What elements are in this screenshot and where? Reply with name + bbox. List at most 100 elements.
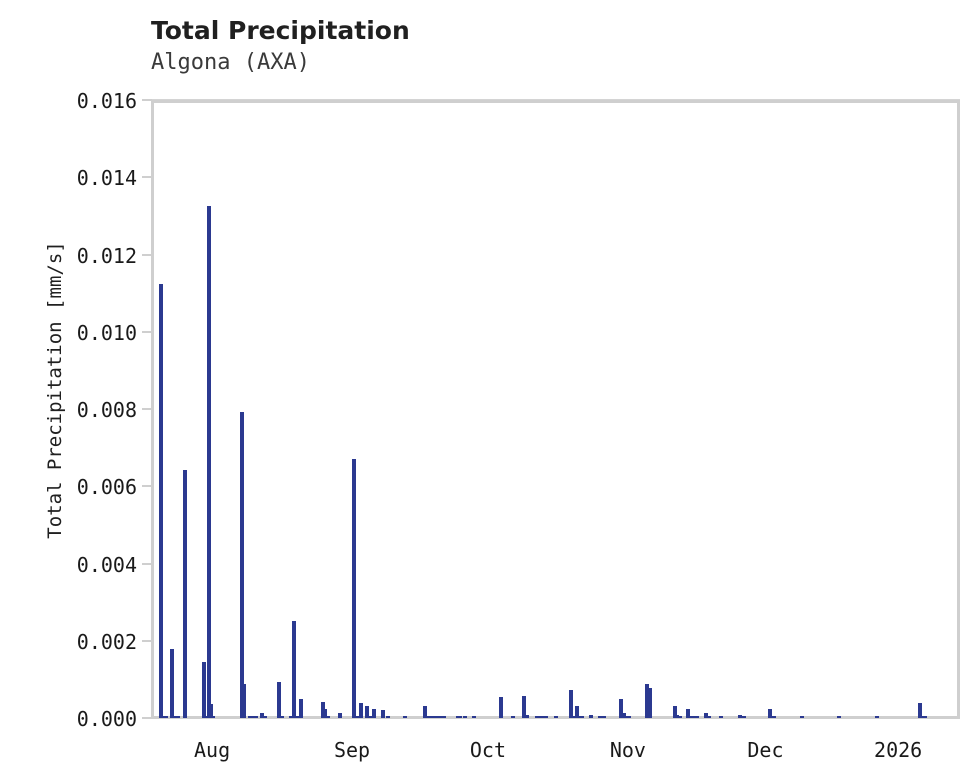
y-axis-tick-mark	[142, 485, 152, 488]
bar	[703, 712, 708, 718]
chart-subtitle: Algona (AXA)	[151, 50, 310, 75]
bar	[538, 716, 543, 718]
bar	[455, 716, 460, 718]
bar	[254, 716, 259, 718]
bar	[385, 716, 390, 718]
bar	[463, 716, 468, 718]
bar	[320, 701, 325, 718]
bar	[299, 699, 304, 718]
bar	[442, 716, 447, 718]
bar	[569, 689, 574, 718]
bar	[522, 695, 527, 718]
bar	[694, 716, 699, 718]
y-axis-tick-mark	[142, 717, 152, 719]
bar	[589, 714, 594, 718]
bar	[685, 708, 690, 718]
bar	[579, 716, 584, 718]
bar	[430, 716, 435, 718]
bar	[201, 662, 206, 718]
bar	[288, 716, 293, 718]
x-axis-tick-label: Sep	[333, 738, 371, 762]
bar	[771, 716, 776, 718]
y-axis-tick-mark	[142, 562, 152, 565]
bar	[163, 716, 168, 718]
y-axis-tick-mark	[142, 176, 152, 179]
bar	[402, 716, 407, 718]
bar	[875, 716, 880, 718]
bar	[323, 708, 328, 718]
bar	[621, 713, 626, 718]
bar	[240, 412, 245, 718]
bar	[498, 696, 503, 718]
bar	[380, 709, 385, 718]
bar	[524, 714, 529, 718]
bar	[511, 715, 515, 718]
bar	[250, 716, 255, 718]
bar	[294, 716, 299, 718]
bar	[203, 716, 208, 718]
bar	[425, 716, 430, 718]
bar	[351, 458, 356, 718]
x-axis-tick-label: Oct	[469, 738, 506, 762]
bar	[367, 716, 372, 718]
bar	[672, 706, 677, 718]
bar	[598, 716, 603, 718]
chart-title: Total Precipitation	[151, 16, 410, 45]
y-axis-tick-mark	[142, 639, 152, 642]
y-axis-tick-label: 0.000	[76, 707, 137, 731]
x-axis-tick-label: Dec	[747, 738, 784, 762]
bar	[618, 698, 623, 718]
bar-series-total-precipitation	[151, 100, 960, 718]
bar	[326, 716, 331, 718]
y-axis-tick-label: 0.010	[76, 320, 137, 345]
bar	[422, 705, 427, 718]
bar	[242, 684, 247, 718]
y-axis-label: Total Precipitation [mm/s]	[44, 241, 66, 539]
axis-line-left	[151, 100, 154, 719]
bar	[922, 716, 927, 718]
bar	[718, 716, 723, 718]
bar	[571, 716, 576, 718]
bar	[277, 681, 282, 718]
bar	[624, 716, 629, 718]
x-axis-tick-label: Aug	[194, 738, 231, 762]
y-axis-tick-mark	[142, 330, 152, 333]
bar	[174, 716, 179, 718]
bar	[688, 716, 693, 718]
bar	[439, 716, 443, 718]
bar	[472, 716, 477, 718]
y-axis-tick-label: 0.004	[76, 552, 137, 577]
bar	[541, 716, 546, 718]
y-axis-tick-label: 0.016	[76, 89, 137, 113]
bar	[248, 716, 253, 718]
bar	[337, 712, 342, 718]
bar	[799, 716, 804, 718]
bar	[159, 283, 164, 718]
y-axis-tick-mark	[142, 408, 152, 410]
y-axis-tick-mark	[142, 99, 152, 101]
bar	[433, 716, 438, 718]
y-axis-tick-label: 0.008	[76, 398, 137, 422]
bar	[359, 703, 364, 718]
bar	[675, 714, 680, 718]
bar	[183, 470, 188, 718]
y-axis-tick-label: 0.006	[76, 475, 137, 500]
x-axis-tick-label: Nov	[609, 738, 646, 762]
bar	[161, 716, 166, 718]
bar	[553, 716, 558, 718]
bar	[364, 706, 369, 718]
bar	[577, 716, 582, 718]
bar	[210, 716, 215, 718]
bar	[677, 716, 682, 718]
bar	[917, 703, 922, 718]
bar	[356, 716, 361, 718]
bar	[263, 716, 268, 718]
plot-area	[151, 100, 960, 718]
bar	[691, 716, 696, 718]
bar	[170, 649, 174, 718]
bar	[208, 704, 213, 718]
bar	[706, 716, 711, 718]
y-axis-tick-label: 0.014	[76, 166, 137, 191]
bar	[647, 688, 652, 718]
